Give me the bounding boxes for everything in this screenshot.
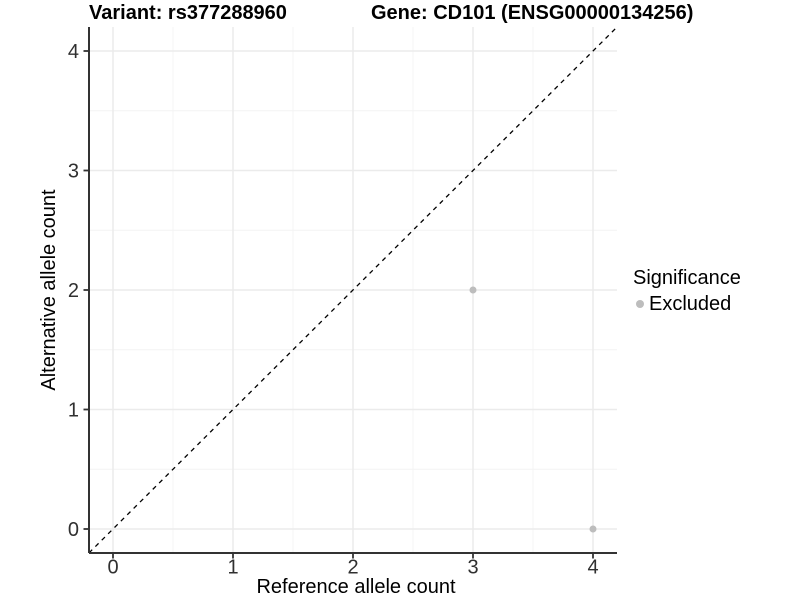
legend-title: Significance: [633, 267, 741, 289]
y-tick-label: 0: [68, 519, 79, 541]
data-point: [469, 286, 477, 294]
data-point: [589, 525, 597, 533]
x-tick-label: 3: [467, 557, 478, 579]
y-axis-title: Alternative allele count: [38, 189, 60, 391]
x-axis-title: Reference allele count: [256, 576, 456, 598]
legend: Significance Excluded: [633, 266, 741, 315]
x-tick-label: 0: [107, 557, 118, 579]
y-tick-label: 3: [68, 161, 79, 183]
legend-item-label: Excluded: [649, 293, 732, 315]
plot-title-variant: Variant: rs377288960: [89, 2, 287, 24]
legend-point-icon: [636, 300, 644, 308]
y-tick-label: 1: [68, 400, 79, 422]
x-tick-label: 4: [587, 557, 598, 579]
y-tick-label: 4: [68, 41, 79, 63]
x-tick-label: 2: [347, 557, 358, 579]
x-tick-label: 1: [227, 557, 238, 579]
identity-line: [88, 26, 618, 554]
plot-title-gene: Gene: CD101 (ENSG00000134256): [371, 2, 694, 24]
legend-item-excluded: Excluded: [633, 293, 741, 315]
y-tick-label: 2: [68, 280, 79, 302]
